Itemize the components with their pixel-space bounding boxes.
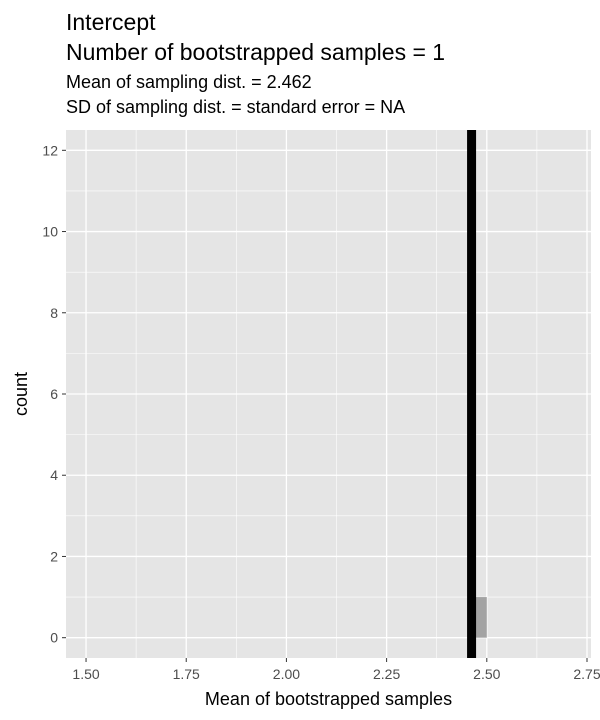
chart-subtitle-line-1: Mean of sampling dist. = 2.462 xyxy=(66,72,312,92)
y-tick-label: 6 xyxy=(50,386,58,402)
x-tick-label: 2.75 xyxy=(573,666,600,682)
grid-lines xyxy=(66,130,591,658)
x-axis-title: Mean of bootstrapped samples xyxy=(205,689,452,709)
chart-title-line-2: Number of bootstrapped samples = 1 xyxy=(66,39,446,65)
x-tick-label: 2.00 xyxy=(273,666,300,682)
y-tick-label: 12 xyxy=(42,142,58,158)
y-tick-label: 4 xyxy=(50,467,58,483)
chart-title-line-1: Intercept xyxy=(66,9,156,35)
y-tick-label: 10 xyxy=(42,224,58,240)
y-tick-label: 8 xyxy=(50,305,58,321)
x-tick-label: 1.50 xyxy=(72,666,99,682)
y-tick-label: 0 xyxy=(50,630,58,646)
y-axis-title: count xyxy=(11,372,31,416)
y-tick-label: 2 xyxy=(50,548,58,564)
axis-ticks: 1.50 1.75 2.00 2.25 2.50 2.75 0 2 4 6 8 10 12 xyxy=(42,142,600,682)
x-tick-label: 1.75 xyxy=(173,666,200,682)
x-tick-label: 2.25 xyxy=(373,666,400,682)
chart-subtitle-line-2: SD of sampling dist. = standard error = … xyxy=(66,97,406,117)
x-tick-label: 2.50 xyxy=(473,666,500,682)
